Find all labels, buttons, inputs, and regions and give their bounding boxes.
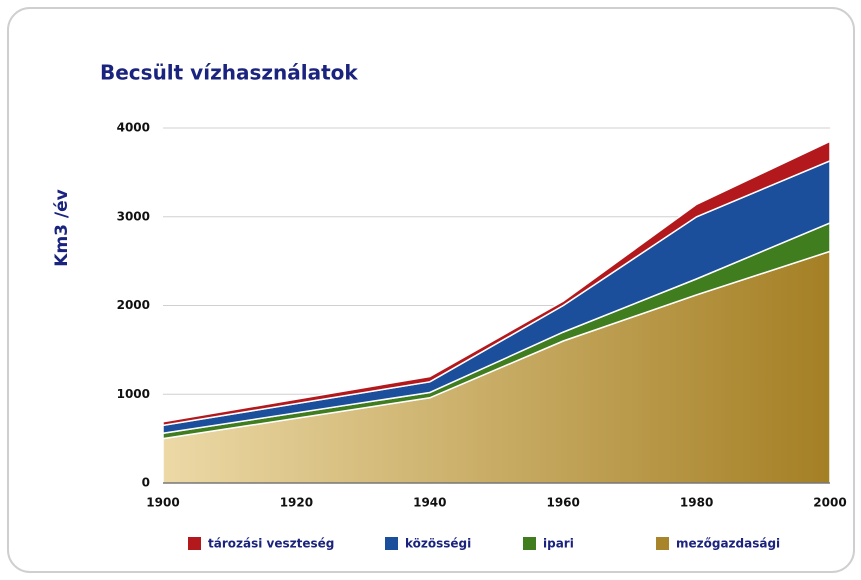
y-tick-label: 4000 bbox=[117, 121, 150, 135]
x-tick-label: 1920 bbox=[280, 496, 313, 510]
legend-swatch bbox=[656, 537, 669, 550]
legend-label: mezőgazdasági bbox=[676, 537, 780, 551]
y-tick-label: 0 bbox=[142, 476, 150, 490]
x-tick-label: 1900 bbox=[146, 496, 179, 510]
y-axis-label: Km3 /év bbox=[52, 189, 72, 266]
legend-label: tározási veszteség bbox=[208, 537, 334, 551]
y-tick-label: 3000 bbox=[117, 209, 150, 223]
area bbox=[162, 140, 831, 427]
x-tick-label: 1980 bbox=[680, 496, 713, 510]
chart-title: Becsült vízhasználatok bbox=[100, 61, 358, 85]
legend-label: közösségi bbox=[405, 537, 471, 551]
legend-swatch bbox=[385, 537, 398, 550]
legend-swatch bbox=[523, 537, 536, 550]
legend-swatch bbox=[188, 537, 201, 550]
y-tick-label: 2000 bbox=[117, 298, 150, 312]
x-tick-label: 1960 bbox=[546, 496, 579, 510]
x-tick-label: 1940 bbox=[413, 496, 446, 510]
y-tick-label: 1000 bbox=[117, 387, 150, 401]
legend-label: ipari bbox=[543, 537, 574, 551]
x-tick-label: 2000 bbox=[813, 496, 846, 510]
